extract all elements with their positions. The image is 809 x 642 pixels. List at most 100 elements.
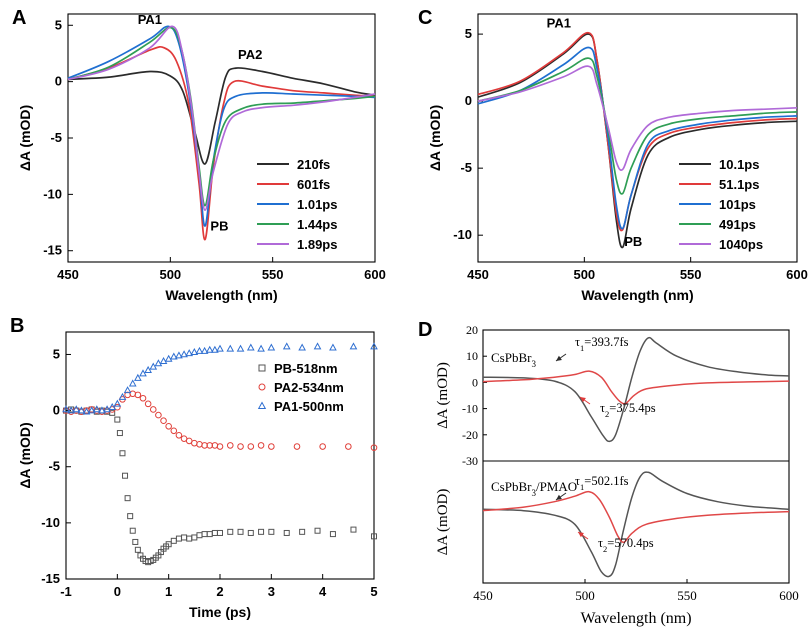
panel-label: D <box>418 319 432 341</box>
data-point-triangle <box>349 342 358 350</box>
data-point-circle <box>226 442 234 449</box>
data-point-square <box>329 531 336 538</box>
data-point-square <box>165 541 172 548</box>
data-point-square <box>114 416 121 423</box>
y-tick-label: 5 <box>55 17 62 32</box>
tau-subscript: 1 <box>580 482 584 492</box>
y-tick-label: 0 <box>465 93 472 108</box>
y-axis-title: ΔA (mOD) <box>427 105 443 171</box>
sample-label-sub: 3 <box>531 488 536 498</box>
data-point-triangle <box>298 343 306 351</box>
data-point-circle <box>134 391 142 399</box>
legend-label: 210fs <box>297 157 330 172</box>
data-point-triangle <box>134 373 142 381</box>
data-point-triangle <box>98 406 106 414</box>
panel-d: D 450 500 550 600 Wavelength (nm) 20 10 0 -10 -20 -… <box>418 319 799 627</box>
legend-label: 10.1ps <box>719 157 759 172</box>
data-point-square <box>237 528 244 535</box>
data-point-circle <box>247 443 255 450</box>
legend-label: 1040ps <box>719 237 763 252</box>
sample-label-suffix: /PMAO <box>536 479 577 494</box>
data-point-triangle <box>159 356 168 364</box>
data-point-triangle <box>154 359 163 367</box>
data-point-circle <box>155 411 162 419</box>
x-axis-title: Wavelength (nm) <box>580 610 691 627</box>
series-line-491ps <box>477 57 798 195</box>
data-point-square <box>109 409 116 416</box>
data-point-triangle <box>82 407 91 415</box>
series-line-tau2 <box>482 370 790 405</box>
data-point-circle <box>160 417 167 424</box>
data-point-triangle <box>67 406 75 414</box>
x-tick-label: 550 <box>262 267 284 282</box>
x-tick-label: 2 <box>216 584 223 599</box>
lifetime-value: =502.1fs <box>584 474 628 488</box>
data-point-triangle <box>190 347 199 356</box>
data-point-square <box>299 528 306 535</box>
data-point-triangle <box>267 343 276 351</box>
sample-label-sub: 3 <box>531 359 536 369</box>
data-point-triangle <box>282 342 291 350</box>
x-tick-label: 450 <box>57 267 79 282</box>
plot-frame <box>477 13 798 263</box>
data-point-square <box>124 495 131 502</box>
y-tick-label: -10 <box>43 186 62 201</box>
series-line-101ps <box>477 46 798 230</box>
data-point-square <box>134 546 141 553</box>
panel-label: B <box>10 315 24 337</box>
x-tick-label: 550 <box>677 588 697 603</box>
data-point-triangle <box>370 342 378 350</box>
data-point-square <box>116 430 123 437</box>
data-point-triangle <box>205 345 214 353</box>
legend-label: 101ps <box>719 197 756 212</box>
series-line-tau1 <box>482 471 790 578</box>
x-axis-title: Time (ps) <box>189 604 251 620</box>
x-tick-label: 500 <box>575 588 595 603</box>
data-point-triangle <box>175 351 183 359</box>
x-tick-label: 450 <box>473 588 493 603</box>
series-line-1.89ps <box>67 25 376 211</box>
data-point-square <box>127 513 134 520</box>
data-point-triangle <box>211 345 219 353</box>
sample-label-main: CsPbBr <box>491 350 532 365</box>
lifetime-value: =375.4ps <box>609 401 655 415</box>
legend-marker <box>257 401 267 409</box>
y-axis-title: ΔA (mOD) <box>435 362 451 429</box>
peak-annotation: PA2 <box>238 47 262 62</box>
y-tick-label: -5 <box>50 130 62 145</box>
panel-c: C 450 500 550 600 5 0 -5 -10 Wavelength (nm) ΔA (m… <box>418 7 808 303</box>
data-point-triangle <box>103 405 111 413</box>
sample-label: CsPbBr3/PMAO <box>491 479 577 498</box>
panel-label: A <box>12 7 26 29</box>
legend-label: 51.1ps <box>719 177 759 192</box>
y-tick-label: 5 <box>465 26 472 41</box>
sample-label: CsPbBr3 <box>491 350 536 369</box>
data-point-triangle <box>257 344 265 352</box>
x-axis-title: Wavelength (nm) <box>581 287 693 303</box>
data-point-triangle <box>180 350 188 358</box>
data-point-triangle <box>108 402 117 411</box>
data-point-circle <box>237 443 244 450</box>
x-tick-label: 1 <box>165 584 172 599</box>
data-point-circle <box>268 443 275 450</box>
data-point-circle <box>144 400 152 408</box>
annotation-arrow-head <box>578 532 584 538</box>
y-tick-label: -5 <box>460 160 472 175</box>
x-tick-label: 550 <box>680 267 702 282</box>
data-point-triangle <box>144 365 152 373</box>
data-point-triangle <box>169 352 178 360</box>
data-point-triangle <box>195 346 204 354</box>
data-point-triangle <box>329 343 337 351</box>
data-point-triangle <box>118 392 127 400</box>
data-point-circle <box>170 427 178 435</box>
y-tick-label: 0 <box>55 74 62 89</box>
x-tick-label: 450 <box>467 267 489 282</box>
data-point-circle <box>319 443 326 450</box>
data-point-triangle <box>149 362 158 370</box>
y-tick-label: -5 <box>48 459 60 474</box>
series-line-1040ps <box>477 65 798 171</box>
data-point-triangle <box>185 349 194 357</box>
data-point-square <box>314 527 321 534</box>
y-tick-label: 0 <box>53 403 60 418</box>
